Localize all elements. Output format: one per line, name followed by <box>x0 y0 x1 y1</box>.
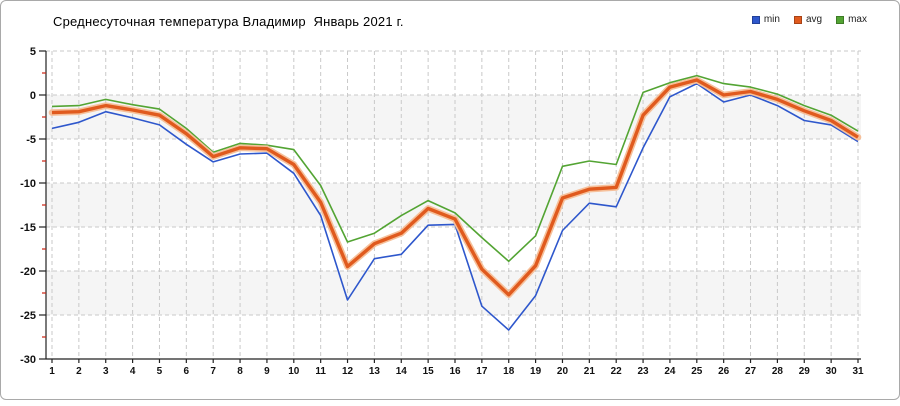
x-axis-tick-label: 21 <box>584 366 596 377</box>
x-axis-tick-label: 24 <box>664 366 676 377</box>
legend-label-min: min <box>763 14 780 25</box>
x-axis-tick-label: 10 <box>288 366 300 377</box>
x-axis-tick-label: 27 <box>745 366 757 377</box>
y-axis-tick-label: -5 <box>26 134 36 146</box>
x-axis-tick-label: 30 <box>826 366 838 377</box>
y-axis-tick-label: -25 <box>20 310 36 322</box>
legend-swatch-max <box>836 15 845 24</box>
y-axis-tick-label: -30 <box>20 354 36 366</box>
x-axis-tick-label: 5 <box>157 366 163 377</box>
x-axis-tick-label: 16 <box>449 366 461 377</box>
x-axis-tick-label: 19 <box>530 366 542 377</box>
y-axis-tick-label: -20 <box>20 266 36 278</box>
y-axis-tick-label: 0 <box>30 90 36 102</box>
x-axis-tick-label: 14 <box>396 366 408 377</box>
y-axis-tick-label: -15 <box>20 222 36 234</box>
series-line-max <box>51 74 859 263</box>
legend: min avg max <box>751 14 867 25</box>
legend-item-max[interactable]: max <box>836 14 867 25</box>
legend-label-max: max <box>848 14 867 25</box>
x-axis-tick-label: 1 <box>49 366 55 377</box>
x-axis-tick-label: 15 <box>423 366 435 377</box>
x-axis-tick-label: 17 <box>476 366 488 377</box>
series-line-avg <box>51 78 859 297</box>
y-axis-tick-label: 5 <box>30 46 36 58</box>
x-axis-tick-label: 18 <box>503 366 515 377</box>
x-axis-tick-label: 25 <box>691 366 703 377</box>
x-axis-tick-label: 13 <box>369 366 381 377</box>
plot-band <box>46 271 861 315</box>
plot-band <box>46 95 861 139</box>
x-axis-tick-label: 29 <box>799 366 811 377</box>
legend-item-avg[interactable]: avg <box>793 14 823 25</box>
x-axis-tick-label: 4 <box>130 366 136 377</box>
y-axis-tick-label: -10 <box>20 178 36 190</box>
x-axis-tick-label: 12 <box>342 366 354 377</box>
x-axis-tick-label: 31 <box>852 366 864 377</box>
x-axis-tick-label: 26 <box>718 366 730 377</box>
legend-swatch-min <box>751 15 760 24</box>
x-axis-tick-label: 6 <box>184 366 190 377</box>
chart-title: Среднесуточная температура Владимир Янва… <box>53 14 404 29</box>
x-axis-tick-label: 22 <box>611 366 623 377</box>
x-axis-tick-label: 28 <box>772 366 784 377</box>
legend-swatch-avg <box>793 15 802 24</box>
x-axis-tick-label: 2 <box>76 366 82 377</box>
x-axis-tick-label: 9 <box>264 366 270 377</box>
x-axis-tick-label: 7 <box>210 366 216 377</box>
legend-label-avg: avg <box>805 14 823 25</box>
x-axis-tick-label: 8 <box>237 366 243 377</box>
legend-item-min[interactable]: min <box>751 14 780 25</box>
x-axis-tick-label: 3 <box>103 366 109 377</box>
x-axis-tick-label: 20 <box>557 366 569 377</box>
x-axis-tick-label: 23 <box>638 366 650 377</box>
x-axis-tick-label: 11 <box>315 366 326 377</box>
